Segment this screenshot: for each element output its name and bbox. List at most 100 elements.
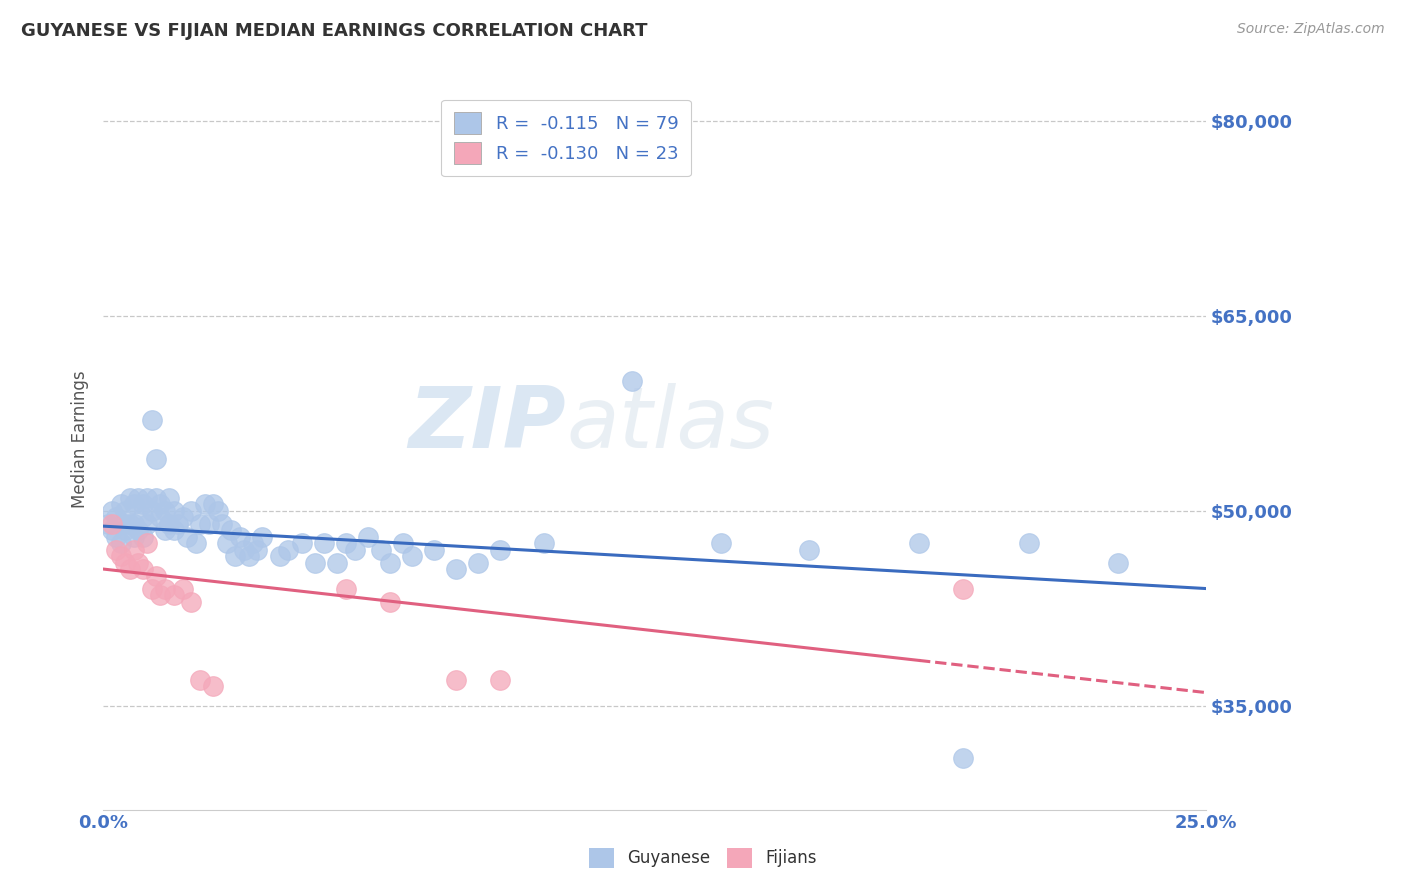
Text: ZIP: ZIP <box>409 383 567 466</box>
Legend: R =  -0.115   N = 79, R =  -0.130   N = 23: R = -0.115 N = 79, R = -0.130 N = 23 <box>441 100 690 177</box>
Point <box>122 529 145 543</box>
Point <box>277 542 299 557</box>
Point <box>132 510 155 524</box>
Point <box>105 542 128 557</box>
Point <box>118 491 141 505</box>
Point <box>180 503 202 517</box>
Point <box>198 516 221 531</box>
Point <box>621 374 644 388</box>
Point <box>118 516 141 531</box>
Point <box>489 542 512 557</box>
Point <box>423 542 446 557</box>
Point <box>952 750 974 764</box>
Point <box>188 673 211 687</box>
Point <box>105 529 128 543</box>
Point <box>250 529 273 543</box>
Point <box>207 503 229 517</box>
Y-axis label: Median Earnings: Median Earnings <box>72 370 89 508</box>
Point <box>145 491 167 505</box>
Point <box>132 562 155 576</box>
Point <box>110 549 132 563</box>
Point <box>908 536 931 550</box>
Point <box>269 549 291 563</box>
Point <box>136 536 159 550</box>
Point <box>163 503 186 517</box>
Point <box>141 412 163 426</box>
Point <box>467 556 489 570</box>
Point <box>304 556 326 570</box>
Point <box>219 523 242 537</box>
Point <box>122 542 145 557</box>
Point <box>335 536 357 550</box>
Point <box>378 594 401 608</box>
Point <box>153 523 176 537</box>
Point <box>163 523 186 537</box>
Point <box>215 536 238 550</box>
Point <box>710 536 733 550</box>
Point <box>343 542 366 557</box>
Point <box>136 516 159 531</box>
Point <box>378 556 401 570</box>
Point <box>357 529 380 543</box>
Point <box>153 503 176 517</box>
Point <box>122 516 145 531</box>
Point <box>114 503 136 517</box>
Point <box>797 542 820 557</box>
Point <box>157 516 180 531</box>
Legend: Guyanese, Fijians: Guyanese, Fijians <box>582 841 824 875</box>
Point <box>188 516 211 531</box>
Point <box>242 536 264 550</box>
Point <box>114 556 136 570</box>
Point <box>238 549 260 563</box>
Point <box>224 549 246 563</box>
Point <box>202 679 225 693</box>
Point <box>153 582 176 596</box>
Point <box>132 497 155 511</box>
Point <box>193 497 215 511</box>
Point <box>127 491 149 505</box>
Point <box>96 516 118 531</box>
Point <box>101 523 124 537</box>
Point <box>110 497 132 511</box>
Point <box>291 536 314 550</box>
Point <box>533 536 555 550</box>
Point <box>335 582 357 596</box>
Point <box>101 503 124 517</box>
Point <box>326 556 349 570</box>
Point <box>132 529 155 543</box>
Point <box>157 491 180 505</box>
Point <box>127 556 149 570</box>
Point <box>1018 536 1040 550</box>
Point <box>392 536 415 550</box>
Point <box>952 582 974 596</box>
Point <box>167 516 190 531</box>
Point <box>105 510 128 524</box>
Point <box>114 523 136 537</box>
Point <box>122 497 145 511</box>
Point <box>312 536 335 550</box>
Point <box>444 562 467 576</box>
Point <box>118 562 141 576</box>
Point <box>101 516 124 531</box>
Point <box>114 516 136 531</box>
Point <box>176 529 198 543</box>
Point <box>149 497 172 511</box>
Point <box>370 542 392 557</box>
Text: GUYANESE VS FIJIAN MEDIAN EARNINGS CORRELATION CHART: GUYANESE VS FIJIAN MEDIAN EARNINGS CORRE… <box>21 22 648 40</box>
Point <box>180 594 202 608</box>
Point <box>145 568 167 582</box>
Point <box>1107 556 1129 570</box>
Point <box>489 673 512 687</box>
Point <box>229 529 252 543</box>
Point <box>136 491 159 505</box>
Point <box>211 516 233 531</box>
Point <box>141 503 163 517</box>
Point <box>233 542 256 557</box>
Point <box>149 510 172 524</box>
Point <box>184 536 207 550</box>
Point <box>172 582 194 596</box>
Point <box>202 497 225 511</box>
Point <box>444 673 467 687</box>
Point <box>127 523 149 537</box>
Point <box>246 542 269 557</box>
